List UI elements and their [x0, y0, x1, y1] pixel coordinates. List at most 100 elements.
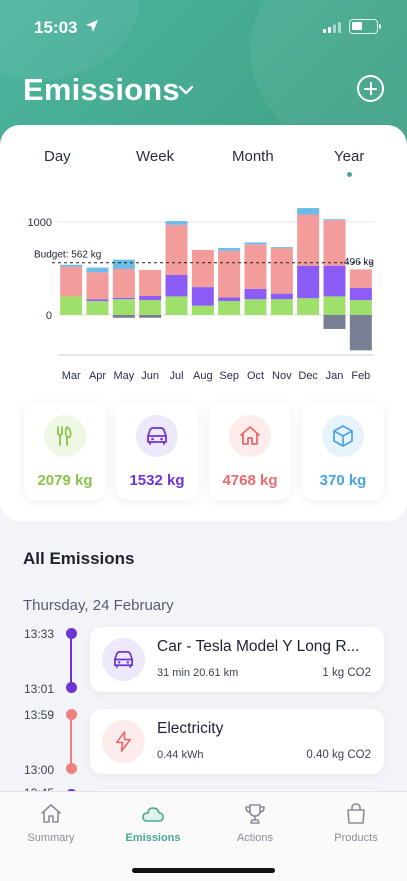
emission-entry-car[interactable]: Car - Tesla Model Y Long R... 31 min 20.…: [90, 627, 384, 692]
x-tick-label: Nov: [272, 370, 292, 382]
bar-segment: [191, 305, 214, 315]
box-icon: [333, 425, 353, 447]
bar-segment: [60, 264, 83, 267]
bar-segment: [112, 297, 135, 300]
bar-segment: [165, 296, 188, 315]
stat-products-value: 370 kg: [319, 472, 367, 489]
add-button[interactable]: [357, 75, 384, 102]
tab-products[interactable]: Products: [305, 792, 407, 862]
home-indicator: [132, 868, 275, 873]
date-label: Thursday, 24 February: [23, 597, 174, 614]
car-icon: [147, 427, 167, 445]
bar-segment: [165, 224, 188, 276]
x-tick-label: May: [113, 370, 134, 382]
bar-segment: [244, 288, 267, 300]
bar-segment: [165, 275, 188, 297]
header-decoration: [0, 0, 140, 80]
timeline-dot: [65, 763, 77, 774]
tab-month[interactable]: Month: [232, 148, 274, 165]
stat-food[interactable]: 2079 kg: [24, 402, 106, 500]
cloud-icon: [142, 807, 164, 822]
tab-emissions-label: Emissions: [125, 832, 181, 844]
car-icon: [114, 650, 133, 669]
bar-segment: [218, 297, 241, 302]
emission-entry-electricity[interactable]: Electricity 0.44 kWh 0.40 kg CO2: [90, 709, 384, 774]
tab-products-label: Products: [334, 832, 378, 844]
entry-icon-circle: [102, 638, 145, 681]
entry-icon-circle: [102, 720, 145, 763]
bar-segment: [86, 301, 109, 315]
bar-segment: [165, 221, 188, 225]
bar-segment: [349, 269, 372, 289]
tab-actions-label: Actions: [236, 832, 274, 844]
entry-title: Car - Tesla Model Y Long R...: [157, 638, 360, 655]
x-tick-label: Feb: [351, 370, 370, 382]
tab-summary[interactable]: Summary: [0, 792, 102, 862]
home-outline-icon: [41, 804, 61, 823]
stat-home-circle: [229, 415, 271, 457]
bar-segment: [270, 248, 293, 294]
entry-start-time: 13:59: [24, 708, 55, 722]
stat-food-value: 2079 kg: [37, 472, 93, 489]
tab-actions[interactable]: Actions: [204, 792, 306, 862]
status-time: 15:03: [34, 18, 78, 37]
x-tick-label: Jul: [169, 370, 183, 382]
bar-segment: [139, 295, 162, 301]
timeline-line: [70, 715, 72, 769]
bar-segment: [244, 299, 267, 315]
bar-segment: [323, 220, 346, 266]
tab-bar: Summary Emissions Actions Products: [0, 791, 407, 881]
battery-icon: [349, 19, 381, 34]
entry-end-time: 13:00: [24, 763, 55, 777]
bar-segment: [323, 219, 346, 221]
bar-segment: [112, 299, 135, 315]
bar-segment: [323, 296, 346, 315]
shopping-bag-icon: [347, 803, 365, 824]
stat-transport[interactable]: 1532 kg: [116, 402, 198, 500]
bar-segment: [60, 266, 83, 297]
bar-segment: [218, 248, 241, 251]
bar-segment: [60, 296, 83, 315]
bar-segment: [297, 298, 320, 315]
bar-segment: [270, 299, 293, 315]
home-icon: [240, 426, 260, 445]
tab-emissions[interactable]: Emissions: [102, 792, 204, 862]
x-tick-label: Oct: [247, 370, 264, 382]
lightning-icon: [115, 731, 132, 752]
timeline-line: [70, 634, 72, 688]
entry-co2: 0.40 kg CO2: [306, 749, 371, 761]
entry-detail: 0.44 kWh: [157, 749, 204, 761]
stat-products[interactable]: 370 kg: [302, 402, 384, 500]
fork-knife-icon: [57, 426, 72, 446]
entry-co2: 1 kg CO2: [322, 667, 371, 679]
chevron-down-icon[interactable]: [178, 85, 194, 95]
timeline-dot: [65, 709, 77, 720]
stat-transport-value: 1532 kg: [129, 472, 185, 489]
entry-title: Electricity: [157, 720, 224, 737]
bar-segment: [112, 259, 135, 269]
bar-segment: [270, 293, 293, 300]
x-tick-label: Mar: [62, 370, 81, 382]
tab-day[interactable]: Day: [44, 148, 71, 165]
location-arrow-icon: [86, 20, 98, 32]
bar-segment: [139, 315, 162, 318]
y-tick-label: 1000: [28, 217, 52, 229]
page-title[interactable]: Emissions: [23, 72, 180, 107]
x-tick-label: Aug: [193, 370, 213, 382]
entry-detail: 31 min 20.61 km: [157, 667, 239, 679]
bar-segment: [86, 299, 109, 302]
stat-food-circle: [44, 415, 86, 457]
x-tick-label: Apr: [89, 370, 106, 382]
bar-segment: [323, 315, 346, 329]
tab-week[interactable]: Week: [136, 148, 175, 165]
tab-year[interactable]: Year: [334, 148, 365, 165]
bar-segment: [244, 244, 267, 289]
bar-segment: [349, 300, 372, 315]
stat-products-circle: [322, 415, 364, 457]
emissions-chart[interactable]: 0 1000 Mar Apr May Jun Jul Aug Sep Oct Nov Dec Jan Fe…: [0, 205, 407, 385]
active-tab-indicator: [347, 172, 352, 177]
x-tick-label: Sep: [219, 370, 239, 382]
stat-home[interactable]: 4768 kg: [209, 402, 291, 500]
bar-segment: [270, 247, 293, 249]
entry-end-time: 13:01: [24, 682, 55, 696]
